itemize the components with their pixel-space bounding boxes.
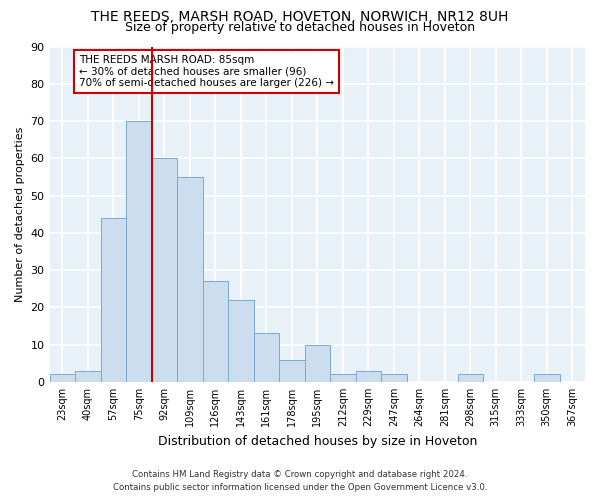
Bar <box>305 344 330 382</box>
Bar <box>254 334 279 382</box>
Bar <box>458 374 483 382</box>
Y-axis label: Number of detached properties: Number of detached properties <box>15 126 25 302</box>
Bar <box>177 177 203 382</box>
Text: THE REEDS MARSH ROAD: 85sqm
← 30% of detached houses are smaller (96)
70% of sem: THE REEDS MARSH ROAD: 85sqm ← 30% of det… <box>79 55 334 88</box>
Bar <box>356 370 381 382</box>
Bar <box>126 121 152 382</box>
Bar <box>50 374 75 382</box>
Bar <box>534 374 560 382</box>
Bar <box>75 370 101 382</box>
Text: Contains HM Land Registry data © Crown copyright and database right 2024.
Contai: Contains HM Land Registry data © Crown c… <box>113 470 487 492</box>
Bar <box>203 282 228 382</box>
Bar <box>101 218 126 382</box>
Text: THE REEDS, MARSH ROAD, HOVETON, NORWICH, NR12 8UH: THE REEDS, MARSH ROAD, HOVETON, NORWICH,… <box>91 10 509 24</box>
Text: Size of property relative to detached houses in Hoveton: Size of property relative to detached ho… <box>125 22 475 35</box>
X-axis label: Distribution of detached houses by size in Hoveton: Distribution of detached houses by size … <box>158 434 477 448</box>
Bar <box>381 374 407 382</box>
Bar <box>152 158 177 382</box>
Bar <box>279 360 305 382</box>
Bar <box>330 374 356 382</box>
Bar <box>228 300 254 382</box>
